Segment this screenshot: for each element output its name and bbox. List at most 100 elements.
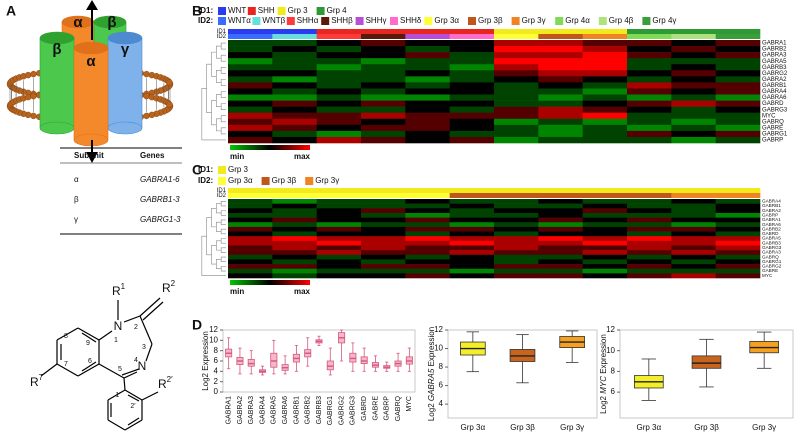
id2-bar <box>538 34 583 39</box>
substituent: R2′ <box>158 375 173 391</box>
heat-cell <box>405 273 450 279</box>
heat-cell <box>582 236 628 242</box>
heat-cell <box>715 112 761 120</box>
heat-cell <box>449 52 495 59</box>
heat-cell <box>228 106 273 114</box>
heat-cell <box>494 88 539 95</box>
id2-bar <box>272 193 317 198</box>
heat-cell <box>361 112 406 120</box>
legend-prefix: ID1: <box>198 165 213 174</box>
lipid <box>148 111 156 119</box>
heat-cell <box>228 236 273 242</box>
box <box>349 352 357 363</box>
heat-cell <box>272 70 317 77</box>
heat-cell <box>582 112 628 120</box>
heat-cell <box>316 273 362 279</box>
dendrogram <box>220 127 226 135</box>
heat-cell <box>538 58 583 65</box>
x-tick-label: Grp 3γ <box>752 423 776 432</box>
heat-cell <box>627 240 672 246</box>
heat-cell <box>316 46 362 53</box>
y-tick-label: 10 <box>434 344 443 353</box>
heat-cell <box>582 70 628 77</box>
heat-cell <box>316 94 362 101</box>
heat-cell <box>671 40 716 47</box>
legend-label: Grp 3β <box>478 16 503 25</box>
heat-cell <box>671 240 716 246</box>
heat-cell <box>272 52 317 59</box>
colorbar-label: max <box>294 287 311 296</box>
heat-cell <box>405 245 450 251</box>
bond <box>141 391 159 401</box>
y-axis-label: Log2 GABRA5 Expression <box>427 327 436 421</box>
heat-cell <box>538 268 583 274</box>
heat-cell <box>361 130 406 138</box>
heat-cell <box>405 254 450 260</box>
id2-bar <box>228 193 273 198</box>
heat-cell <box>494 94 539 101</box>
heat-cell <box>449 70 495 77</box>
substituent-letter: R <box>112 284 121 298</box>
legend-swatch <box>316 7 325 15</box>
heat-cell <box>361 94 406 101</box>
colorbar-label: min <box>230 152 244 161</box>
plot-frame <box>619 329 794 419</box>
atom-label: N <box>114 319 123 333</box>
y-tick-label: 6 <box>611 387 616 396</box>
y-tick-label: 6 <box>214 356 219 365</box>
heat-cell <box>538 236 583 242</box>
x-tick-label: GABRA6 <box>282 396 289 425</box>
heat-cell <box>449 112 495 120</box>
heat-cell <box>449 118 495 126</box>
heat-cell <box>627 76 672 83</box>
table-genes: GABRA1-6 <box>140 175 180 184</box>
heat-cell <box>449 40 495 47</box>
heat-cell <box>671 46 716 53</box>
table-subunit: β <box>74 195 79 204</box>
heat-cell <box>494 100 539 107</box>
row-label: GABRG1 <box>762 259 782 264</box>
heat-cell <box>627 217 672 223</box>
colorbar-label: min <box>230 287 244 296</box>
heat-cell <box>228 136 273 144</box>
box <box>247 359 255 367</box>
heat-cell <box>449 231 495 237</box>
heat-cell <box>316 40 362 47</box>
bond <box>121 368 140 376</box>
dendrogram <box>206 217 212 256</box>
panel-letter: B <box>192 3 202 19</box>
heat-cell <box>627 130 672 138</box>
heat-cell <box>272 203 317 209</box>
heat-cell <box>316 124 362 132</box>
y-tick-label: 8 <box>214 346 219 355</box>
heat-cell <box>627 264 672 270</box>
heat-cell <box>715 268 761 274</box>
legend-label: Grp 3 <box>288 6 309 15</box>
heat-cell <box>272 264 317 270</box>
heat-cell <box>494 82 539 89</box>
heat-cell <box>405 106 450 114</box>
dendrogram <box>216 240 222 251</box>
heat-cell <box>494 212 539 218</box>
subunit-label: α <box>73 14 83 31</box>
heat-cell <box>627 254 672 260</box>
legend-swatch <box>424 17 433 25</box>
heat-cell <box>228 88 273 95</box>
heat-cell <box>582 268 628 274</box>
heat-cell <box>272 231 317 237</box>
heat-cell <box>272 88 317 95</box>
id1-bar <box>715 29 761 34</box>
heat-cell <box>494 203 539 209</box>
heat-cell <box>671 130 716 138</box>
x-tick-label: GABRA2 <box>237 396 244 425</box>
legend-label: Grp 4 <box>327 6 348 15</box>
heat-cell <box>361 217 406 223</box>
atom-number: 3 <box>142 344 146 351</box>
heat-cell <box>582 88 628 95</box>
dendrogram <box>206 63 212 114</box>
subunit-base <box>107 121 143 135</box>
heat-cell <box>316 217 362 223</box>
heat-cell <box>538 199 583 204</box>
y-tick-label: 0 <box>214 387 219 396</box>
